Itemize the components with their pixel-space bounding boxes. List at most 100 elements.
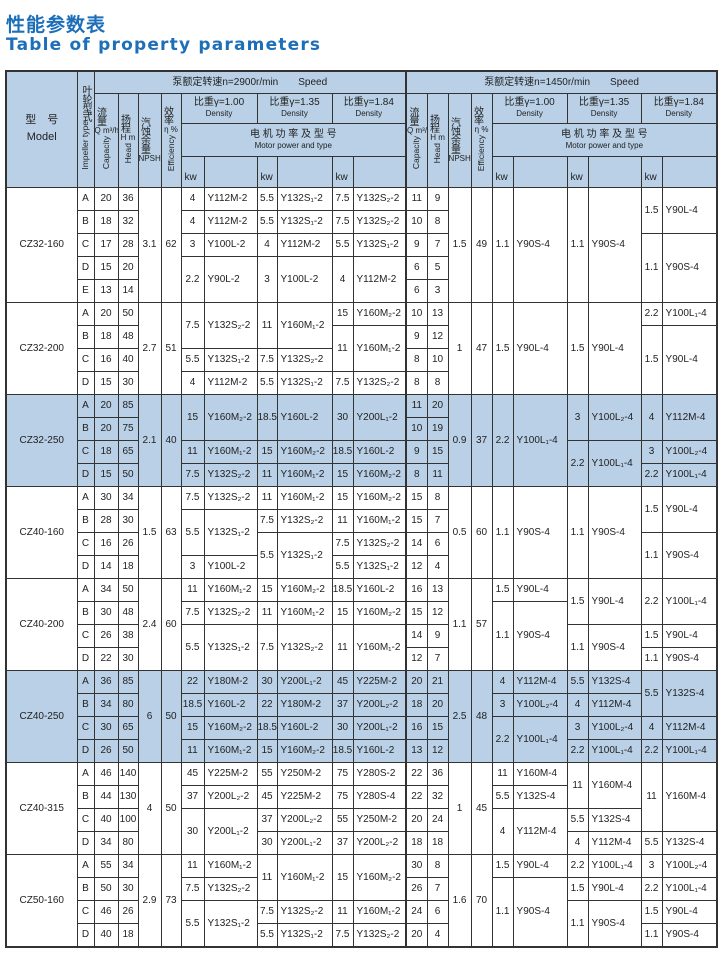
- table-row: C 30 65 15 Y160M₂-2 18.5 Y160L-2 30 Y200L₁-2 16 15…: [6, 715, 718, 763]
- density-label: 比重γ=1.84: [653, 97, 704, 108]
- table-row: D 40 18 5.5 Y132S₁-2 7.5 Y132S₂-2 20 4 1.1 Y90S-4: [6, 922, 718, 947]
- motor-kw-cell: 2.2: [491, 393, 514, 487]
- motor-type-cell: Y225M-2: [352, 669, 407, 694]
- motor-kw-cell: 4: [180, 186, 205, 211]
- h-cell: 18: [117, 922, 139, 947]
- imp-cell: B: [76, 600, 95, 625]
- density-label: 比重γ=1.00: [193, 97, 245, 108]
- q-cell: 55: [93, 853, 119, 878]
- motor-type-cell: Y90L-4: [512, 853, 568, 878]
- motor-kw-cell: 4: [566, 830, 589, 855]
- efficiency-header-cn: 效率: [161, 105, 173, 124]
- model-cell: CZ40-200: [5, 577, 78, 671]
- h-cell: 38: [117, 623, 139, 648]
- motor-type-cell: Y132S₁-2: [203, 899, 258, 947]
- npsh-cell: 2.1: [137, 393, 162, 487]
- model-cell: CZ40-250: [5, 669, 78, 763]
- h-cell: 85: [117, 669, 139, 694]
- efficiency-header-2900: 效率 η % Efficiency: [160, 92, 182, 188]
- motor-type-cell: Y200L₂-2: [352, 692, 407, 717]
- npsh2-cell: 1: [447, 761, 472, 855]
- motor-kw-cell: 15: [331, 600, 354, 625]
- kw-header: kw: [640, 155, 663, 188]
- motor-type-cell: Y132S₁-2: [203, 508, 258, 556]
- motor-type-cell: Y90L-4: [661, 485, 718, 533]
- motor-type-cell: Y132S₁-2: [276, 531, 333, 579]
- q2-cell: 12: [405, 554, 428, 579]
- table-row: C 26 38 5.5 Y132S₁-2 7.5 Y132S₂-2 11 Y160M₁-2 14 9…: [6, 623, 718, 671]
- imp-cell: D: [76, 922, 95, 947]
- q-cell: 15: [93, 462, 119, 487]
- motor-type-cell: Y160M-4: [587, 761, 642, 809]
- density-en: Density: [205, 109, 233, 118]
- imp-cell: A: [76, 485, 95, 510]
- motor-type-cell: Y90S-4: [587, 623, 642, 671]
- motor-type-cell: Y100L₁-4: [587, 853, 642, 878]
- motor-type-cell: Y112M-4: [587, 692, 642, 717]
- motor-kw-cell: 15: [256, 577, 278, 602]
- motor-type-cell: Y90S-4: [587, 186, 642, 303]
- motor-kw-cell: 37: [256, 807, 278, 832]
- motor-type-cell: Y160L-2: [276, 393, 333, 441]
- motor-kw-cell: 3: [640, 853, 663, 878]
- h2-cell: 9: [426, 623, 449, 648]
- h2-cell: 4: [426, 922, 449, 947]
- table-row: CZ32-200 A 20 50 2.7 51 7.5 Y132S₂-2 11 Y160M₁-2 1…: [5, 301, 718, 395]
- h2-cell: 6: [426, 899, 449, 924]
- motor-type-cell: Y100L₁-4: [661, 577, 718, 625]
- motor-type-cell: Y160L-2: [203, 692, 258, 717]
- q2-cell: 11: [405, 186, 428, 211]
- motor-type-cell: Y280S-2: [352, 761, 407, 786]
- table-row: CZ32-250 A 20 85 2.1 40 15 Y160M₂-2 18.5 Y160L-2 3…: [5, 393, 718, 487]
- motor-type-cell: Y90L-4: [587, 577, 642, 625]
- capacity-header-2900: 流量 Q m³/h Capacity: [93, 92, 119, 188]
- capacity-header-en: Capacity: [100, 136, 111, 170]
- h-cell: 85: [117, 393, 139, 418]
- q2-cell: 20: [405, 807, 428, 832]
- motor-type-cell: Y90S-4: [661, 646, 718, 671]
- head-header-1450: 扬程 H m Head: [426, 92, 449, 188]
- motor-header-en: Motor power and type: [565, 140, 644, 150]
- table-row: C 18 65 11 Y160M₁-2 15 Y160M₂-2 18.5 Y160L-2 9 15 2…: [6, 439, 718, 487]
- motor-type-cell: Y90S-4: [587, 485, 642, 579]
- motor-header-1450: 电 机 功 率 及 型 号 Motor power and type: [491, 122, 718, 157]
- motor-type-cell: Y132S₂-2: [352, 209, 407, 234]
- motor-type-cell: Y160M₁-2: [352, 508, 407, 533]
- motor-type-cell: Y132S₁-2: [276, 186, 333, 211]
- q2-cell: 18: [405, 692, 428, 717]
- q-cell: 20: [93, 393, 119, 418]
- q2-cell: 24: [405, 899, 428, 924]
- motor-kw-cell: 4: [331, 255, 354, 303]
- motor-kw-cell: 15: [331, 301, 354, 326]
- q-cell: 20: [93, 186, 119, 211]
- motor-kw-cell: 11: [491, 761, 514, 786]
- h-cell: 34: [117, 853, 139, 878]
- motor-type-cell: Y100L-2: [203, 554, 258, 579]
- h2-cell: 7: [426, 876, 449, 901]
- imp-cell: D: [76, 830, 95, 855]
- q2-cell: 12: [405, 646, 428, 671]
- motor-kw-cell: 5.5: [256, 531, 278, 579]
- density-header-1450: 比重γ=1.00 Density: [491, 92, 568, 124]
- motor-kw-cell: 15: [331, 485, 354, 510]
- q-cell: 20: [93, 301, 119, 326]
- motor-kw-cell: 7.5: [331, 186, 354, 211]
- motor-type-cell: Y132S₂-2: [203, 876, 258, 901]
- imp-cell: D: [76, 646, 95, 671]
- impeller-header-en: Impeller type: [80, 121, 90, 171]
- q2-cell: 14: [405, 531, 428, 556]
- q-cell: 28: [93, 508, 119, 533]
- motor-type-cell: Y280S-4: [352, 784, 407, 809]
- motor-type-cell: Y132S₂-2: [276, 899, 333, 924]
- motor-type-cell: Y100L₂-4: [661, 439, 718, 464]
- table-row: B 20 75 10 19: [6, 416, 717, 441]
- motor-kw-cell: 18.5: [256, 393, 278, 441]
- h2-cell: 9: [426, 186, 449, 211]
- h2-cell: 8: [426, 485, 449, 510]
- motor-type-cell: Y112M-4: [512, 669, 568, 694]
- motor-type-cell: Y100L₁-4: [587, 439, 642, 487]
- motor-type-cell: Y160M₁-2: [203, 439, 258, 464]
- motor-type-cell: Y90S-4: [587, 899, 642, 947]
- h2-cell: 15: [426, 439, 449, 464]
